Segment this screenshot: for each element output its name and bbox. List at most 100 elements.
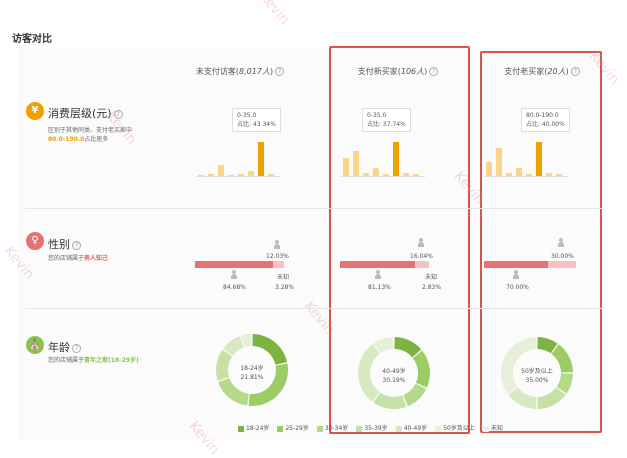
- male-bar: [195, 261, 273, 268]
- spend-bar[interactable]: [546, 172, 552, 176]
- spend-tooltip-unpaid: 0-35.0 占比: 43.34%: [232, 108, 281, 132]
- legend-swatch: [356, 425, 363, 432]
- spend-bar[interactable]: [393, 142, 399, 176]
- spend-baseline: [196, 176, 280, 177]
- spend-bar[interactable]: [496, 147, 502, 176]
- donut-slice[interactable]: [501, 337, 537, 394]
- age-donut-label: 50岁及以上 35.00%: [521, 368, 553, 384]
- donut-slice[interactable]: [223, 336, 244, 356]
- female-bar: [414, 261, 430, 268]
- spend-bar[interactable]: [353, 151, 359, 176]
- legend-swatch: [238, 425, 244, 432]
- help-icon[interactable]: ?: [570, 67, 580, 76]
- spend-desc: 区别于其他同类、支付老买家中 80.0-190.0占比居多: [48, 127, 133, 143]
- spend-bar[interactable]: [403, 172, 409, 176]
- spend-bar[interactable]: [556, 173, 562, 176]
- spend-bar[interactable]: [218, 164, 224, 176]
- donut-slice[interactable]: [216, 349, 233, 381]
- gender-icon: ♀: [26, 232, 44, 250]
- donut-slice[interactable]: [373, 337, 394, 354]
- row-divider: [25, 208, 603, 209]
- donut-slice[interactable]: [508, 387, 537, 409]
- legend-item[interactable]: 40-49岁: [395, 423, 427, 432]
- donut-slice[interactable]: [403, 383, 427, 407]
- donut-slice[interactable]: [218, 378, 249, 406]
- help-icon[interactable]: ?: [72, 240, 81, 250]
- spend-bar[interactable]: [526, 173, 532, 176]
- donut-slice[interactable]: [537, 337, 558, 354]
- donut-slice[interactable]: [394, 337, 422, 358]
- spend-bar[interactable]: [373, 168, 379, 176]
- legend-swatch: [316, 425, 323, 432]
- col-header-unpaid: 未支付访客(8,017人)?: [170, 66, 310, 77]
- age-donut-old: [501, 337, 573, 409]
- spend-bar[interactable]: [383, 173, 389, 176]
- spend-bar[interactable]: [516, 168, 522, 176]
- donut-slice[interactable]: [412, 350, 430, 388]
- female-bar: [548, 261, 576, 268]
- male-icon: [375, 270, 381, 279]
- help-icon[interactable]: ?: [275, 67, 285, 76]
- spend-bar[interactable]: [506, 172, 512, 176]
- female-bar: [272, 261, 284, 268]
- donut-slice[interactable]: [252, 334, 288, 365]
- male-pct: 81.13%: [368, 284, 391, 291]
- spend-bar[interactable]: [343, 157, 349, 176]
- spend-bar[interactable]: [228, 174, 234, 176]
- unknown-pct: 3.28%: [275, 284, 295, 291]
- donut-slice[interactable]: [241, 334, 252, 348]
- spend-bar[interactable]: [198, 174, 204, 176]
- help-icon[interactable]: ?: [72, 343, 81, 353]
- spend-bar[interactable]: [208, 173, 214, 176]
- age-donut-unpaid: [216, 334, 288, 406]
- legend-swatch: [277, 425, 284, 432]
- legend-item[interactable]: 25-29岁: [277, 423, 309, 432]
- legend-item[interactable]: 50岁及以上: [435, 423, 475, 432]
- spend-bar[interactable]: [536, 142, 542, 176]
- male-pct: 70.00%: [506, 284, 529, 291]
- male-bar: [340, 261, 415, 268]
- spend-bar[interactable]: [268, 173, 274, 176]
- legend-swatch: [435, 425, 442, 432]
- spend-bar[interactable]: [363, 172, 369, 176]
- spend-baseline: [341, 176, 425, 177]
- col-header-new-buyers: 支付新买家(106人)?: [328, 66, 468, 77]
- col-header-old-buyers: 支付老买家(20人)?: [472, 66, 612, 77]
- yen-icon: ¥: [26, 102, 44, 120]
- spend-bar[interactable]: [238, 174, 244, 176]
- donut-slice[interactable]: [551, 344, 573, 373]
- spend-tooltip-new: 0-35.0 占比: 37.74%: [362, 108, 411, 132]
- donut-slice[interactable]: [373, 392, 407, 409]
- female-pct: 30.00%: [551, 253, 574, 260]
- unknown-label: 未知: [425, 274, 438, 281]
- age-donut-label: 18-24岁 21.81%: [240, 365, 264, 381]
- donut-slice[interactable]: [556, 373, 573, 394]
- donut-slice[interactable]: [537, 387, 566, 409]
- spend-bar[interactable]: [248, 171, 254, 176]
- female-icon: [558, 238, 564, 247]
- legend-label: 30-34岁: [324, 425, 349, 432]
- spend-bar[interactable]: [258, 142, 264, 176]
- age-donut-new: [358, 337, 430, 409]
- spend-bar[interactable]: [486, 162, 492, 176]
- legend-item[interactable]: 未知: [482, 423, 503, 432]
- page-title: 访客对比: [12, 34, 52, 45]
- help-icon[interactable]: ?: [429, 67, 439, 76]
- gender-desc: 您的店铺属于男人知己: [48, 255, 109, 262]
- donut-slice[interactable]: [248, 363, 288, 406]
- legend-label: 35-39岁: [364, 425, 388, 432]
- donut-slice[interactable]: [358, 344, 380, 402]
- female-icon: [274, 240, 280, 249]
- gender-title: 性别?: [48, 236, 81, 252]
- spend-tooltip-old: 80.0-190.0 占比: 40.00%: [521, 108, 570, 132]
- male-bar: [484, 261, 549, 268]
- help-icon[interactable]: ?: [113, 109, 123, 119]
- spend-bar[interactable]: [413, 173, 419, 176]
- spend-baseline: [484, 176, 568, 177]
- legend-swatch: [395, 425, 402, 432]
- highlight-old-buyers: [480, 51, 602, 433]
- legend-item[interactable]: 35-39岁: [356, 423, 388, 432]
- legend-item[interactable]: 30-34岁: [316, 423, 349, 432]
- legend-item[interactable]: 18-24岁: [238, 423, 269, 432]
- age-icon: ⛪: [26, 336, 44, 354]
